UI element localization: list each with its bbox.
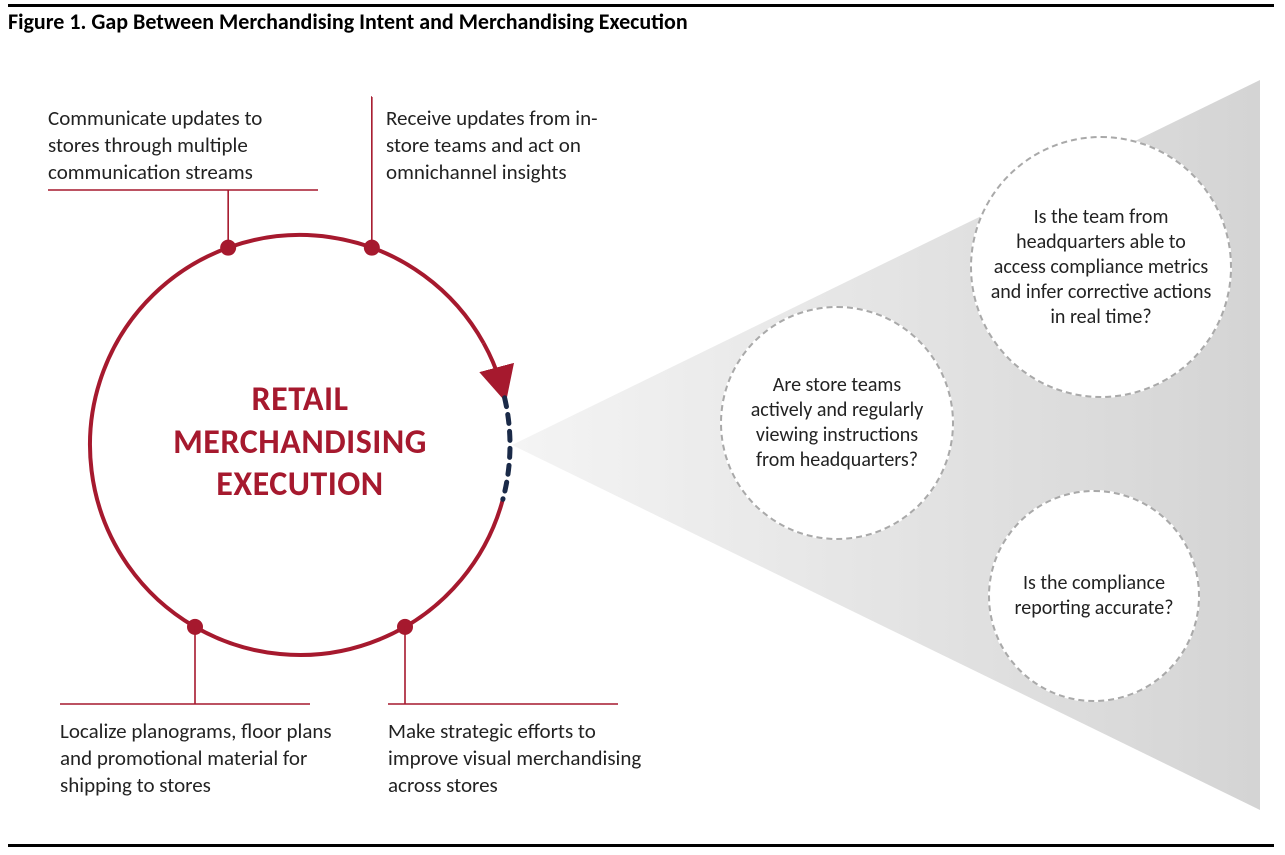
center-line-1: RETAIL — [140, 379, 460, 422]
figure-title: Figure 1. Gap Between Merchandising Inte… — [8, 8, 688, 35]
center-line-2: MERCHANDISING — [140, 422, 460, 465]
callout-communicate: Communicate updates to stores through mu… — [48, 105, 318, 186]
center-label: RETAIL MERCHANDISING EXECUTION — [140, 379, 460, 507]
callout-receive: Receive updates from in-store teams and … — [386, 105, 636, 186]
question-accuracy: Is the compliance reporting accurate? — [988, 490, 1200, 702]
question-store-teams: Are store teams actively and regularly v… — [720, 306, 954, 540]
question-hq-metrics: Is the team from headquarters able to ac… — [970, 136, 1232, 398]
callout-localize: Localize planograms, floor plans and pro… — [60, 718, 350, 799]
callout-strategic: Make strategic efforts to improve visual… — [388, 718, 658, 799]
center-line-3: EXECUTION — [140, 464, 460, 507]
